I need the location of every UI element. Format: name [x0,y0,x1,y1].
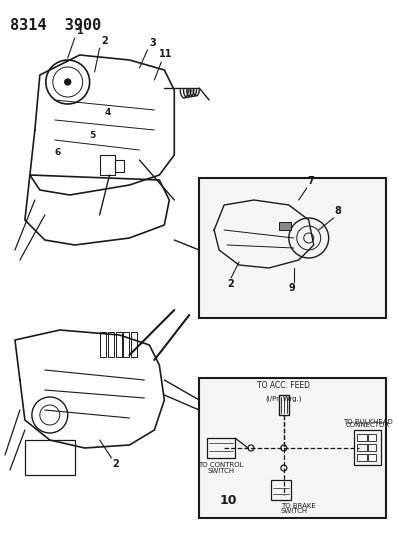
Text: 7: 7 [308,176,314,186]
Text: 5: 5 [90,131,96,140]
Text: 10: 10 [219,494,237,506]
Text: TO BRAKE: TO BRAKE [281,503,316,509]
Text: CONNECTOR: CONNECTOR [346,422,389,428]
Bar [100,332,106,357]
Bar [357,444,367,451]
Bar [124,332,129,357]
Bar [207,438,235,458]
Text: TO ACC. FEED: TO ACC. FEED [257,381,310,390]
Text: 11: 11 [159,49,173,59]
Text: 6: 6 [55,148,61,157]
Bar [357,434,367,441]
Bar [100,155,115,175]
Bar [115,160,124,172]
Text: 3: 3 [149,38,156,48]
Text: 8314  3900: 8314 3900 [10,18,101,33]
Text: TO BULKHEAD: TO BULKHEAD [343,419,392,425]
Bar [357,454,367,461]
Bar [199,178,386,318]
Bar [354,430,381,465]
Bar [369,434,377,441]
Circle shape [65,79,71,85]
Text: TO CONTROL: TO CONTROL [198,462,244,468]
Bar [369,444,377,451]
Bar [108,332,114,357]
Text: 2: 2 [113,459,119,469]
Bar [279,222,291,230]
Text: 9: 9 [289,283,296,293]
Bar [199,378,386,518]
Text: 1: 1 [77,26,83,36]
Bar [369,454,377,461]
Text: 2: 2 [227,279,234,289]
Bar [279,395,289,415]
Bar [271,480,291,500]
Bar [25,440,75,475]
Bar [131,332,137,357]
Text: SWITCH: SWITCH [281,508,308,514]
Text: 2: 2 [102,36,109,46]
Text: (I/Pn.Wrg.): (I/Pn.Wrg.) [266,395,302,401]
Bar [116,332,122,357]
Text: 4: 4 [105,108,111,117]
Text: SWITCH: SWITCH [207,468,235,474]
Text: 8: 8 [335,206,342,216]
